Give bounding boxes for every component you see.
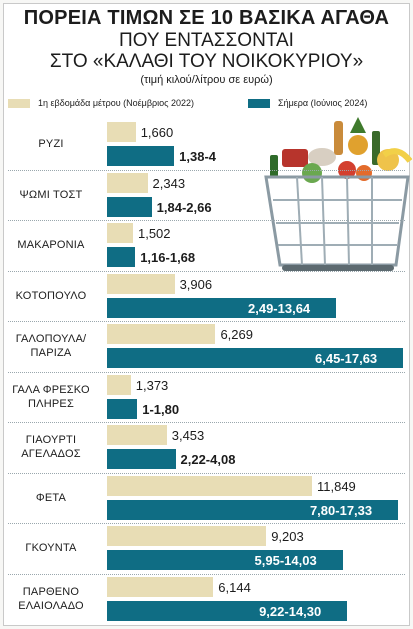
category-label: ΓΑΛΟΠΟΥΛΑ/ΠΑΡΙΖΑ	[0, 332, 102, 360]
category-label-line: ΠΑΡΘΕΝΟ	[22, 585, 80, 598]
bar-2022	[107, 273, 175, 294]
bar-2022	[107, 526, 267, 546]
bar-2022	[107, 425, 167, 445]
bar-2024	[107, 247, 136, 267]
category-label-line: ΓΚΟΥΝΤΑ	[25, 542, 77, 554]
bar-2022	[107, 374, 131, 395]
chart-title: ΠΟΡΕΙΑ ΤΙΜΩΝ ΣΕ 10 ΒΑΣΙΚΑ ΑΓΑΘΑ	[23, 7, 390, 29]
row-separator	[8, 422, 405, 423]
bar-2024	[107, 348, 403, 368]
bar-2024	[107, 600, 348, 621]
category-label-line: ΨΩΜΙ ΤΟΣΤ	[19, 188, 83, 201]
row-separator	[8, 472, 405, 474]
bar-2022	[107, 172, 148, 193]
category-label: ΠΑΡΘΕΝΟ ΕΛΑΙΟΛΑΔΟ	[0, 585, 102, 613]
category-label-line: ΓΑΛΑ ΦΡΕΣΚΟ	[12, 383, 90, 396]
chart-title-line3: ΣΤΟ «ΚΑΛΑΘΙ ΤΟΥ ΝΟΙΚΟΚΥΡΙΟΥ»	[49, 51, 364, 72]
category-label-line: ΑΓΕΛΑΔΟΣ	[21, 448, 81, 460]
groceries-icon	[270, 117, 412, 183]
value-label-2022: 6,269	[220, 327, 253, 342]
chart-title-line2: ΠΟΥ ΕΝΤΑΣΣΟΝΤΑΙ	[119, 30, 294, 51]
legend-swatch-new	[248, 99, 270, 108]
row-separator	[8, 371, 405, 373]
row-separator	[8, 220, 405, 221]
bar-2024	[107, 196, 152, 217]
value-label-2022: 2,343	[152, 175, 186, 191]
bar-2024	[107, 499, 398, 520]
category-label-line: ΓΑΛΟΠΟΥΛΑ/	[15, 333, 87, 345]
bar-2022	[107, 324, 216, 344]
category-label: ΡΥΖΙ	[0, 137, 102, 151]
value-label-2024: 7,80-17,33	[309, 502, 373, 518]
value-label-2024: 5,95-14,03	[254, 553, 317, 568]
category-label: ΨΩΜΙ ΤΟΣΤ	[0, 188, 102, 202]
bar-2024	[107, 550, 343, 570]
value-label-2024: 2,22-4,08	[180, 452, 236, 467]
category-label-line: ΚΟΤΟΠΟΥΛΟ	[15, 289, 87, 302]
shopping-basket-illustration	[264, 117, 412, 271]
category-label-line: ΡΥΖΙ	[38, 138, 64, 150]
legend-label-old: 1η εβδομάδα μέτρου (Νοέμβριος 2022)	[38, 98, 194, 108]
bar-2024	[107, 146, 175, 166]
value-label-2024: 6,45-17,63	[315, 351, 378, 366]
value-label-2024: 9,22-14,30	[259, 603, 322, 619]
value-label-2024: 1-1,80	[142, 401, 180, 417]
category-label: ΓΑΛΑ ΦΡΕΣΚΟ ΠΛΗΡΕΣ	[0, 383, 102, 411]
value-label-2022: 3,453	[171, 428, 205, 443]
value-label-2022: 1,502	[137, 226, 171, 241]
value-label-2022: 6,144	[218, 579, 251, 595]
value-label-2022: 11,849	[316, 478, 356, 494]
bar-2024	[107, 297, 336, 318]
category-label: ΓΚΟΥΝΤΑ	[0, 541, 102, 555]
legend: 1η εβδομάδα μέτρου (Νοέμβριος 2022) Σήμε…	[8, 97, 408, 111]
row-separator	[8, 573, 405, 575]
category-label: ΜΑΚΑΡΟΝΙΑ	[0, 238, 102, 252]
category-label: ΓΙΑΟΥΡΤΙ ΑΓΕΛΑΔΟΣ	[0, 433, 102, 461]
bar-2022	[107, 475, 312, 496]
bar-2024	[107, 449, 176, 469]
legend-label-new: Σήμερα (Ιούνιος 2024)	[278, 98, 368, 108]
category-label-line: ΠΑΡΙΖΑ	[30, 347, 72, 359]
legend-swatch-old	[8, 99, 30, 108]
category-label-line: ΕΛΑΙΟΛΑΔΟ	[18, 599, 84, 612]
bar-2022	[107, 122, 136, 142]
category-label: ΚΟΤΟΠΟΥΛΟ	[0, 289, 102, 303]
value-label-2022: 1,373	[135, 377, 169, 393]
value-label-2022: 1,660	[140, 125, 174, 140]
value-label-2024: 2,49-13,64	[248, 300, 311, 316]
chart-subtitle: (τιμή κιλού/λίτρου σε ευρώ)	[140, 74, 273, 86]
bar-2024	[107, 398, 138, 419]
value-label-2024: 1,16-1,68	[140, 250, 196, 265]
value-label-2022: 9,203	[271, 529, 304, 544]
row-separator	[8, 321, 405, 322]
row-separator	[8, 270, 405, 272]
bar-2022	[107, 576, 214, 597]
category-label-line: ΦΕΤΑ	[35, 491, 67, 504]
value-label-2024: 1,84-2,66	[156, 199, 212, 215]
category-label-line: ΜΑΚΑΡΟΝΙΑ	[17, 239, 85, 251]
category-label-line: ΠΛΗΡΕΣ	[28, 397, 74, 410]
category-label-line: ΓΙΑΟΥΡΤΙ	[25, 434, 77, 446]
value-label-2024: 1,38-4	[179, 149, 217, 164]
chart-title-block: ΠΟΡΕΙΑ ΤΙΜΩΝ ΣΕ 10 ΒΑΣΙΚΑ ΑΓΑΘΑ ΠΟΥ ΕΝΤΑ…	[0, 6, 413, 87]
basket-icon	[264, 175, 410, 271]
row-separator	[8, 523, 405, 524]
bar-2022	[107, 223, 133, 243]
category-label: ΦΕΤΑ	[0, 491, 102, 505]
value-label-2022: 3,906	[179, 276, 213, 292]
row-separator	[8, 169, 405, 171]
